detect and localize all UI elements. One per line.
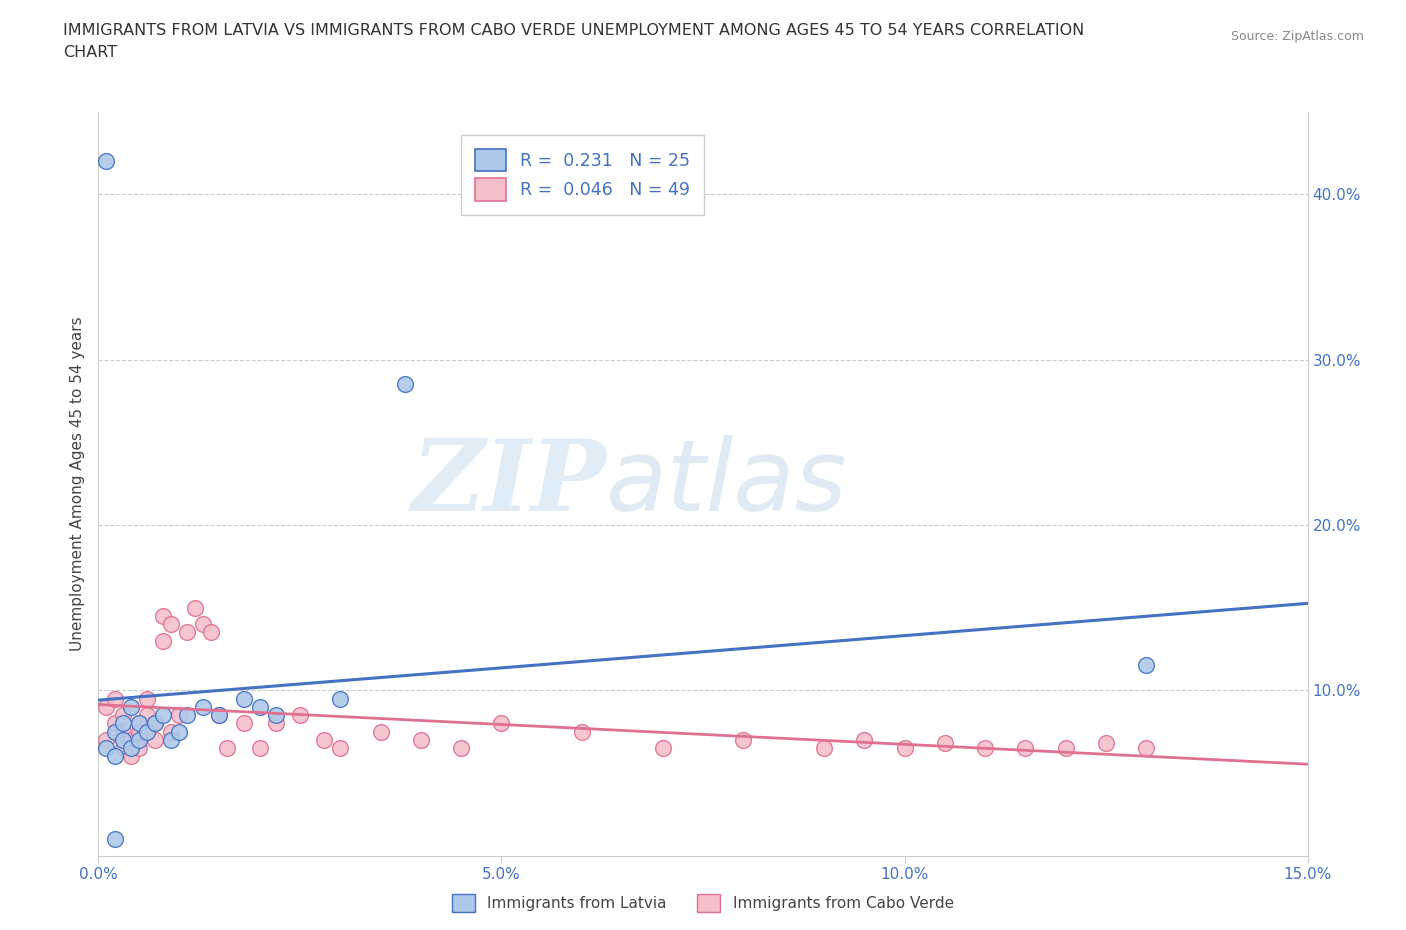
Point	[232, 716, 254, 731]
Point	[111, 716, 134, 731]
Point	[103, 724, 125, 739]
Point	[208, 708, 231, 723]
Point	[103, 716, 125, 731]
Point	[813, 740, 835, 755]
Text: Source: ZipAtlas.com: Source: ZipAtlas.com	[1230, 30, 1364, 43]
Point	[135, 708, 157, 723]
Point	[1135, 658, 1157, 673]
Point	[96, 733, 118, 748]
Point	[249, 740, 271, 755]
Point	[103, 831, 125, 846]
Point	[128, 733, 150, 748]
Point	[264, 708, 287, 723]
Legend: R =  0.231   N = 25, R =  0.046   N = 49: R = 0.231 N = 25, R = 0.046 N = 49	[461, 135, 703, 215]
Point	[217, 740, 239, 755]
Point	[1135, 740, 1157, 755]
Point	[111, 724, 134, 739]
Point	[329, 740, 352, 755]
Point	[1054, 740, 1077, 755]
Point	[176, 625, 198, 640]
Point	[135, 724, 157, 739]
Point	[135, 691, 157, 706]
Legend: Immigrants from Latvia, Immigrants from Cabo Verde: Immigrants from Latvia, Immigrants from …	[446, 888, 960, 918]
Point	[96, 740, 118, 755]
Point	[128, 716, 150, 731]
Point	[128, 724, 150, 739]
Point	[143, 716, 166, 731]
Point	[893, 740, 915, 755]
Point	[1014, 740, 1036, 755]
Point	[120, 699, 142, 714]
Point	[128, 716, 150, 731]
Point	[96, 153, 118, 168]
Point	[193, 617, 215, 631]
Point	[120, 749, 142, 764]
Point	[111, 708, 134, 723]
Point	[160, 733, 183, 748]
Point	[103, 691, 125, 706]
Point	[651, 740, 673, 755]
Point	[450, 740, 472, 755]
Point	[208, 708, 231, 723]
Point	[111, 733, 134, 748]
Text: CHART: CHART	[63, 45, 117, 60]
Point	[120, 733, 142, 748]
Text: atlas: atlas	[606, 435, 848, 532]
Point	[152, 708, 174, 723]
Point	[934, 736, 956, 751]
Point	[103, 749, 125, 764]
Point	[200, 625, 222, 640]
Point	[143, 716, 166, 731]
Y-axis label: Unemployment Among Ages 45 to 54 years: Unemployment Among Ages 45 to 54 years	[69, 316, 84, 651]
Point	[193, 699, 215, 714]
Point	[1095, 736, 1118, 751]
Text: IMMIGRANTS FROM LATVIA VS IMMIGRANTS FROM CABO VERDE UNEMPLOYMENT AMONG AGES 45 : IMMIGRANTS FROM LATVIA VS IMMIGRANTS FRO…	[63, 23, 1084, 38]
Point	[329, 691, 352, 706]
Point	[160, 617, 183, 631]
Point	[120, 740, 142, 755]
Point	[314, 733, 336, 748]
Point	[152, 633, 174, 648]
Point	[143, 733, 166, 748]
Point	[111, 740, 134, 755]
Point	[491, 716, 513, 731]
Point	[409, 733, 432, 748]
Point	[264, 716, 287, 731]
Point	[853, 733, 876, 748]
Point	[394, 377, 416, 392]
Point	[167, 708, 190, 723]
Point	[96, 699, 118, 714]
Point	[176, 708, 198, 723]
Point	[167, 724, 190, 739]
Point	[249, 699, 271, 714]
Point	[370, 724, 392, 739]
Point	[128, 740, 150, 755]
Text: ZIP: ZIP	[412, 435, 606, 532]
Point	[160, 724, 183, 739]
Point	[184, 600, 207, 615]
Point	[288, 708, 311, 723]
Point	[571, 724, 593, 739]
Point	[974, 740, 997, 755]
Point	[733, 733, 755, 748]
Point	[152, 608, 174, 623]
Point	[232, 691, 254, 706]
